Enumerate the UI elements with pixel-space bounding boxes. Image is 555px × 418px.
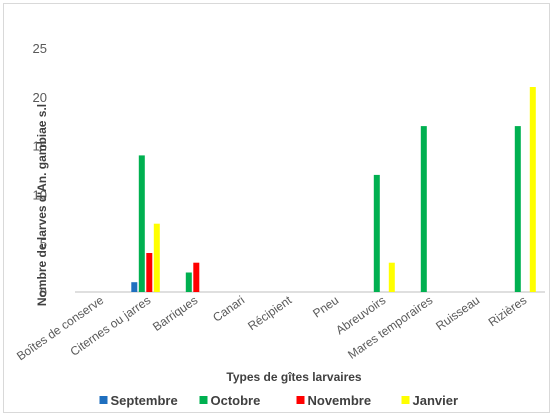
x-axis-title: Types de gîtes larvaires xyxy=(226,370,362,384)
y-tick-label: 10 xyxy=(33,187,47,202)
bars xyxy=(131,87,536,292)
legend-swatch-octobre xyxy=(199,396,208,404)
x-category-label: Rizières xyxy=(486,293,530,329)
bar-octobre-1 xyxy=(138,155,145,292)
legend-label-octobre: Octobre xyxy=(211,393,261,408)
bar-septembre-1 xyxy=(131,282,138,292)
legend-label-novembre: Novembre xyxy=(308,393,372,408)
y-tick-label: 20 xyxy=(33,90,47,105)
x-category-label: Canari xyxy=(210,293,247,325)
chart-frame xyxy=(3,3,550,413)
bar-janvier-1 xyxy=(153,223,160,292)
bar-octobre-9 xyxy=(514,126,521,292)
y-tick-label: 0 xyxy=(40,285,47,300)
bar-octobre-7 xyxy=(420,126,427,292)
x-category-label: Citernes ou jarres xyxy=(68,293,154,359)
legend-label-janvier: Janvier xyxy=(413,393,459,408)
y-tick-label: 15 xyxy=(33,139,47,154)
bar-octobre-6 xyxy=(373,174,380,292)
x-category-label: Récipient xyxy=(245,293,295,334)
y-axis-title: Nombre de larves d'An. gambiae s.l xyxy=(35,104,49,306)
bar-novembre-1 xyxy=(146,253,153,292)
bar-novembre-2 xyxy=(193,262,200,292)
x-category-label: Barriques xyxy=(150,293,200,334)
legend-swatch-novembre xyxy=(296,396,305,404)
bar-octobre-2 xyxy=(185,272,192,292)
bar-janvier-9 xyxy=(529,87,536,292)
y-axis-ticks: 0 5 10 15 20 25 xyxy=(33,41,47,300)
legend-label-septembre: Septembre xyxy=(111,393,178,408)
legend: Septembre Octobre Novembre Janvier xyxy=(99,393,459,408)
x-category-label: Ruisseau xyxy=(433,293,482,333)
y-tick-label: 5 xyxy=(40,236,47,251)
legend-swatch-septembre xyxy=(99,396,108,404)
x-category-label: Boîtes de conserve xyxy=(14,293,106,364)
x-category-label: Pneu xyxy=(310,293,341,321)
legend-swatch-janvier xyxy=(401,396,410,404)
y-tick-label: 25 xyxy=(33,41,47,56)
bar-janvier-6 xyxy=(388,262,395,292)
x-category-label: Mares temporaires xyxy=(345,293,435,362)
